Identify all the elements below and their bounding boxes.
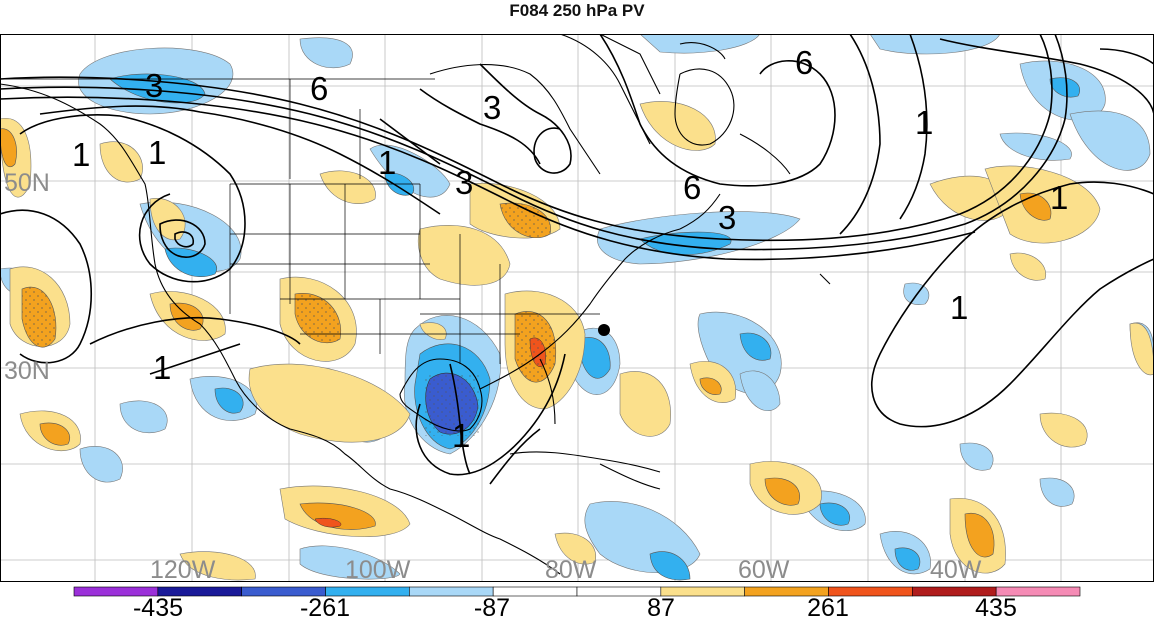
lat-label-50n: 50N: [4, 169, 50, 197]
lon-label-40w: 40W: [930, 556, 982, 582]
colorbar: -435 -261 -87 87 261 435: [73, 586, 1081, 619]
contour-label: 6: [683, 169, 701, 206]
stipple-blue: [425, 374, 480, 436]
positive-anomaly-light: [0, 101, 1154, 581]
colorbar-tick-label: 435: [975, 594, 1017, 619]
contour-label: 3: [145, 67, 163, 104]
colorbar-tick-label: -87: [474, 594, 510, 619]
contour-label: 1: [452, 417, 470, 454]
lon-label-80w: 80W: [545, 556, 597, 582]
coastlines: [0, 34, 831, 575]
colorbar-swatch: [995, 586, 1081, 597]
contour-label: 1: [915, 104, 933, 141]
lat-label-30n: 30N: [4, 357, 50, 385]
contour-label: 6: [795, 44, 813, 81]
contour-label: 3: [718, 199, 736, 236]
colorbar-ticks: -435 -261 -87 87 261 435: [133, 594, 1017, 619]
colorbar-boxes: [73, 586, 1081, 597]
contour-label: 1: [950, 289, 968, 326]
contour-label: 1: [72, 136, 90, 173]
colorbar-tick-label: -261: [300, 594, 350, 619]
lon-label-120w: 120W: [150, 556, 216, 582]
pv-map: 3 6 1 1 3 3 6 6 3 1 1 1 1 1 1 50N 30N 12…: [0, 34, 1154, 582]
contour-label: 1: [148, 134, 166, 171]
state-borders: [0, 78, 600, 364]
contour-label: 1: [1050, 179, 1068, 216]
colorbar-tick-label: -435: [133, 594, 183, 619]
contour-label: 1: [378, 144, 396, 181]
map-title: F084 250 hPa PV: [509, 1, 645, 20]
pv-contours: [0, 34, 1154, 485]
contour-label: 1: [153, 349, 171, 386]
lon-label-60w: 60W: [738, 556, 790, 582]
colorbar-tick-label: 87: [647, 594, 675, 619]
contour-label: 3: [483, 89, 501, 126]
contour-label: 3: [455, 164, 473, 201]
contour-label-group: 3 6 1 1 3 3 6 6 3 1 1 1 1 1 1: [72, 44, 1068, 454]
lon-label-100w: 100W: [345, 556, 411, 582]
colorbar-tick-label: 261: [807, 594, 849, 619]
contour-label: 6: [310, 70, 328, 107]
station-marker-icon: [598, 324, 610, 336]
